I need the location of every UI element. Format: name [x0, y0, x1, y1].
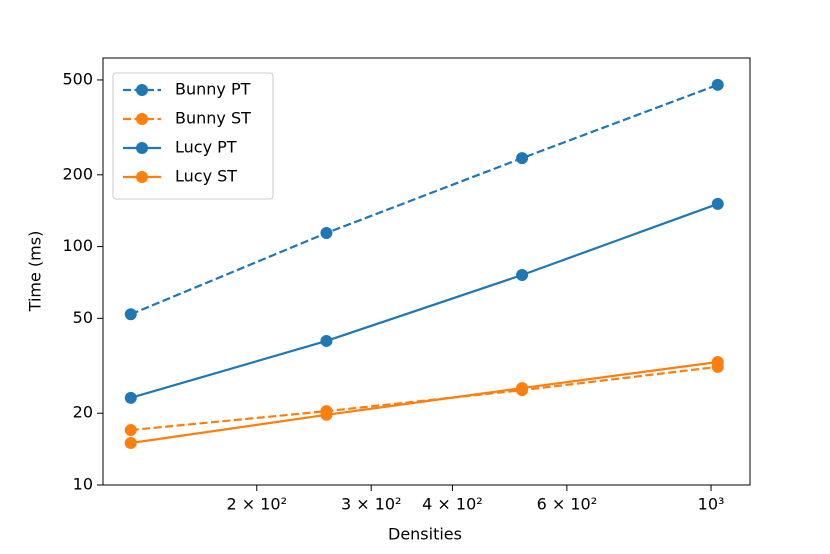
legend-label: Bunny PT: [175, 80, 251, 99]
plot-frame: [102, 57, 751, 486]
x-tick-label: 3 × 10²: [341, 495, 402, 514]
x-tick-label: 10³: [698, 495, 725, 514]
data-point: [124, 437, 137, 450]
data-point: [124, 308, 137, 321]
legend-marker: [136, 113, 148, 125]
data-point: [320, 408, 333, 421]
data-point: [711, 356, 724, 369]
y-tick-label: 20: [73, 403, 93, 422]
y-tick-label: 10: [73, 475, 93, 494]
data-point: [516, 152, 529, 165]
series-line: [130, 202, 719, 399]
legend-label: Lucy PT: [175, 138, 237, 157]
y-tick-label: 100: [62, 236, 93, 255]
series-line: [130, 83, 719, 316]
legend-marker: [136, 84, 148, 96]
series-line: [130, 360, 718, 445]
legend-marker: [136, 142, 148, 154]
x-axis-label: Densities: [388, 525, 462, 544]
x-tick-label: 2 × 10²: [226, 495, 287, 514]
data-point: [320, 334, 333, 347]
data-point: [516, 382, 529, 395]
legend-label: Bunny ST: [175, 109, 251, 128]
data-point: [711, 197, 724, 210]
y-tick-label: 50: [73, 308, 93, 327]
legend-label: Lucy ST: [175, 167, 237, 186]
y-axis-label: Time (ms): [26, 231, 45, 313]
y-tick-label: 200: [62, 164, 93, 183]
data-point: [711, 78, 724, 91]
data-point: [320, 227, 333, 240]
legend-box: [112, 72, 274, 200]
x-tick-label: 4 × 10²: [422, 495, 483, 514]
x-tick-label: 6 × 10²: [537, 495, 598, 514]
legend-marker: [136, 171, 148, 183]
series-line: [130, 365, 718, 432]
data-point: [124, 391, 137, 404]
y-tick-label: 500: [62, 69, 93, 88]
data-point: [516, 269, 529, 282]
data-point: [124, 424, 137, 437]
